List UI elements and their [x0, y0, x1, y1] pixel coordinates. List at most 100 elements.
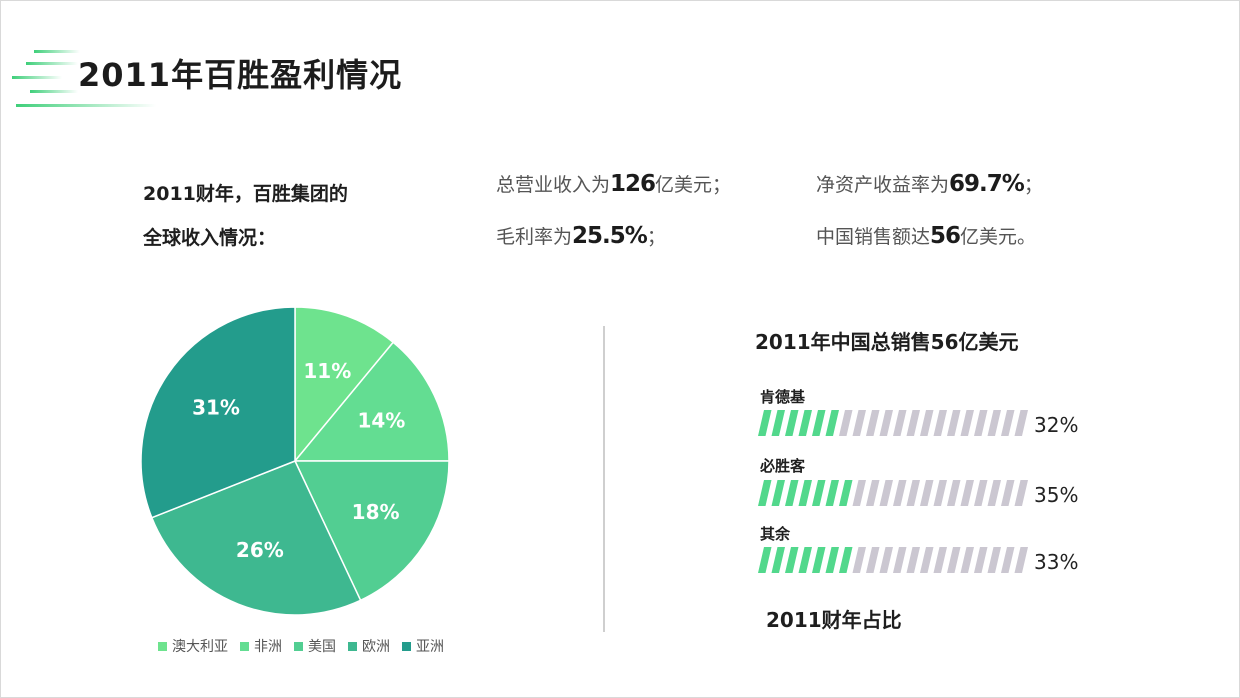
bar-segment-filled — [839, 480, 853, 506]
bar-segment-empty — [1014, 547, 1028, 573]
bar-segment-empty — [893, 410, 907, 436]
bar-segment-empty — [960, 410, 974, 436]
bar-segment-empty — [920, 480, 934, 506]
legend-swatch — [240, 641, 249, 651]
bar-segment-filled — [825, 410, 839, 436]
progress-bar-pizzahut — [758, 480, 1028, 506]
bar-segment-empty — [1014, 480, 1028, 506]
bar-value-others: 33% — [1034, 550, 1079, 574]
bar-segment-empty — [960, 480, 974, 506]
page-title: 2011年百胜盈利情况 — [78, 56, 403, 94]
stat-revenue: 总营业收入为126亿美元； — [496, 171, 732, 197]
bar-segment-empty — [852, 410, 866, 436]
stat-gross-margin-value: 25.5% — [572, 223, 648, 249]
bar-segment-filled — [798, 547, 812, 573]
bar-segment-empty — [987, 410, 1001, 436]
bar-segment-empty — [1014, 410, 1028, 436]
bar-segment-empty — [866, 480, 880, 506]
legend-swatch — [402, 641, 411, 651]
bar-segment-filled — [785, 410, 799, 436]
pie-slice — [293, 460, 450, 602]
stat-roe-value: 69.7% — [949, 171, 1025, 197]
bar-segment-empty — [852, 547, 866, 573]
bar-segment-empty — [893, 547, 907, 573]
bar-segment-empty — [879, 547, 893, 573]
bar-segment-filled — [758, 547, 772, 573]
progress-bar-kfc — [758, 410, 1028, 436]
bar-segment-empty — [879, 480, 893, 506]
bar-segment-filled — [785, 547, 799, 573]
pie-slice — [140, 306, 296, 519]
bar-segment-filled — [758, 410, 772, 436]
bar-segment-empty — [974, 480, 988, 506]
bar-segment-empty — [1001, 547, 1015, 573]
bar-segment-empty — [933, 480, 947, 506]
bar-segment-empty — [947, 547, 961, 573]
bar-segment-empty — [947, 480, 961, 506]
stat-china-sales: 中国销售额达56亿美元。 — [816, 223, 1037, 249]
region-revenue-pie-chart: 11% 14% 18% 26% 31% — [140, 306, 450, 616]
bar-segment-filled — [839, 547, 853, 573]
bar-segment-filled — [785, 480, 799, 506]
bar-value-pizzahut: 35% — [1034, 483, 1079, 507]
bar-segment-empty — [933, 547, 947, 573]
bar-segment-empty — [1001, 410, 1015, 436]
pie-data-label: 11% — [303, 359, 351, 383]
chart-subtitle: 2011财年占比 — [766, 608, 902, 632]
bar-label-kfc: 肯德基 — [760, 388, 806, 406]
pie-data-label: 14% — [357, 408, 405, 432]
legend-item: 亚洲 — [402, 636, 444, 656]
pie-data-label: 31% — [192, 395, 240, 419]
title-decoration-lines — [12, 50, 156, 107]
bar-segment-filled — [812, 547, 826, 573]
bar-segment-empty — [947, 410, 961, 436]
intro-text: 2011财年，百胜集团的 全球收入情况： — [143, 172, 348, 260]
stat-gross-margin: 毛利率为25.5%； — [496, 223, 666, 249]
progress-bar-others — [758, 547, 1028, 573]
stat-revenue-value: 126 — [610, 171, 656, 197]
legend-swatch — [294, 641, 303, 651]
bar-segment-empty — [920, 410, 934, 436]
bar-segment-empty — [974, 547, 988, 573]
intro-line-1: 2011财年，百胜集团的 — [143, 183, 348, 205]
pie-data-label: 26% — [236, 538, 284, 562]
legend-swatch — [158, 641, 167, 651]
legend-item: 非洲 — [240, 636, 282, 656]
stat-china-sales-value: 56 — [930, 223, 961, 249]
bar-segment-empty — [974, 410, 988, 436]
legend-item: 澳大利亚 — [158, 636, 228, 656]
bar-segment-empty — [960, 547, 974, 573]
bar-segment-filled — [825, 547, 839, 573]
bar-segment-empty — [866, 410, 880, 436]
bar-segment-empty — [893, 480, 907, 506]
legend-swatch — [348, 641, 357, 651]
pie-slice — [293, 341, 450, 462]
legend-item: 美国 — [294, 636, 336, 656]
bar-segment-empty — [933, 410, 947, 436]
bar-segment-filled — [812, 410, 826, 436]
pie-slice — [150, 460, 362, 616]
bar-segment-empty — [906, 410, 920, 436]
bar-label-others: 其余 — [760, 525, 791, 543]
bar-segment-filled — [812, 480, 826, 506]
bar-segment-filled — [771, 480, 785, 506]
bar-segment-empty — [906, 480, 920, 506]
bar-segment-filled — [798, 410, 812, 436]
pie-data-label: 18% — [352, 500, 400, 524]
vertical-divider — [603, 326, 605, 632]
bar-segment-empty — [920, 547, 934, 573]
stat-roe: 净资产收益率为69.7%； — [816, 171, 1043, 197]
bar-segment-empty — [866, 547, 880, 573]
china-sales-title: 2011年中国总销售56亿美元 — [755, 330, 1019, 354]
bar-label-pizzahut: 必胜客 — [760, 457, 806, 475]
legend-item: 欧洲 — [348, 636, 390, 656]
pie-legend: 澳大利亚 非洲 美国 欧洲 亚洲 — [158, 636, 444, 656]
bar-segment-empty — [839, 410, 853, 436]
bar-segment-filled — [798, 480, 812, 506]
bar-segment-filled — [758, 480, 772, 506]
bar-segment-empty — [1001, 480, 1015, 506]
bar-segment-empty — [852, 480, 866, 506]
bar-segment-empty — [906, 547, 920, 573]
bar-segment-filled — [771, 547, 785, 573]
bar-segment-filled — [825, 480, 839, 506]
